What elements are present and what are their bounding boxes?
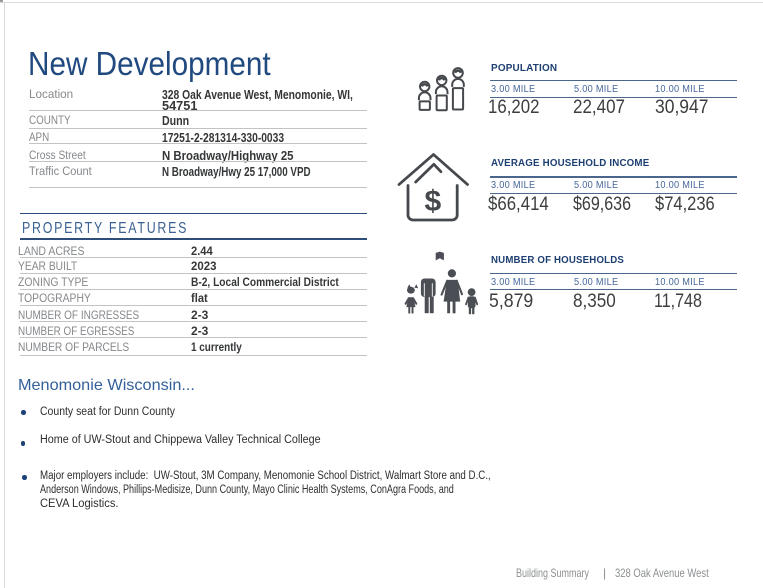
- svg-text:$: $: [424, 185, 441, 218]
